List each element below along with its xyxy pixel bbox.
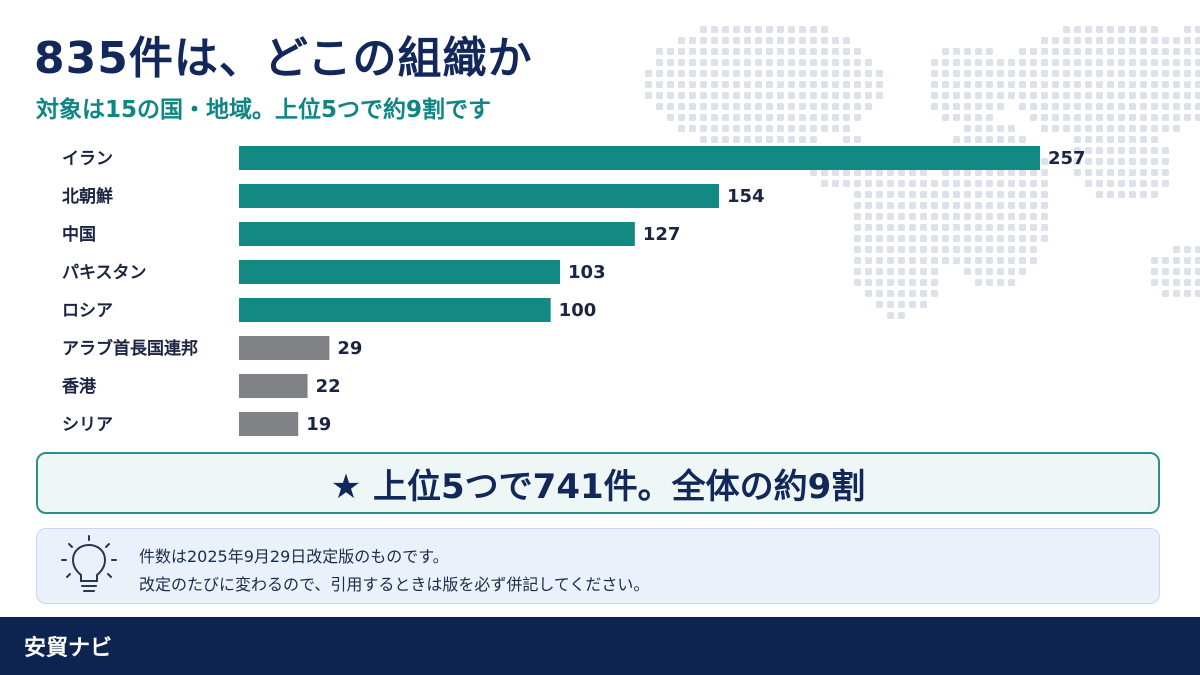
summary-banner: ★ 上位5つで741件。全体の約9割 [36, 452, 1160, 514]
category-label: アラブ首長国連邦 [62, 338, 198, 359]
note-line-2: 改定のたびに変わるので、引用するときは版を必ず併記してください。 [139, 575, 650, 594]
category-label: ロシア [62, 301, 113, 321]
value-label: 29 [337, 338, 362, 359]
bar [239, 222, 635, 246]
value-label: 22 [316, 376, 341, 397]
value-label: 154 [727, 186, 765, 207]
footer-bar: 安貿ナビ [0, 617, 1200, 675]
bar [239, 260, 561, 284]
bar [239, 336, 330, 360]
bar [239, 146, 1040, 170]
brand-name: 安貿ナビ [24, 636, 113, 661]
bar-chart: イラン 257 北朝鮮 154 中国 127 パキスタン 103 ロシア 100 アラブ首長国連邦 2… [62, 146, 1086, 436]
category-label: シリア [62, 415, 113, 435]
bar [239, 412, 299, 436]
value-label: 127 [643, 224, 681, 245]
value-label: 19 [306, 414, 331, 435]
page-title: 835件は、どこの組織か [34, 33, 533, 84]
category-label: 香港 [62, 376, 97, 397]
note-box: 件数は2025年9月29日改定版のものです。 改定のたびに変わるので、引用すると… [36, 528, 1160, 604]
value-label: 100 [559, 300, 597, 321]
category-label: パキスタン [62, 263, 147, 283]
lightbulb-icon [61, 535, 117, 592]
value-label: 103 [568, 262, 606, 283]
bar [239, 298, 551, 322]
page-subtitle: 対象は15の国・地域。上位5つで約9割です [36, 97, 492, 123]
value-label: 257 [1048, 148, 1086, 169]
category-label: 中国 [62, 224, 96, 245]
category-label: イラン [62, 149, 113, 169]
bar [239, 184, 719, 208]
category-label: 北朝鮮 [62, 186, 113, 207]
note-line-1: 件数は2025年9月29日改定版のものです。 [139, 547, 449, 566]
bar [239, 374, 308, 398]
